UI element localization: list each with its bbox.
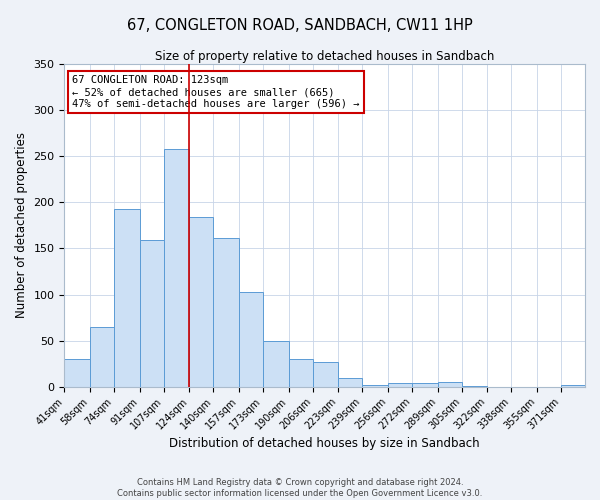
Text: 67, CONGLETON ROAD, SANDBACH, CW11 1HP: 67, CONGLETON ROAD, SANDBACH, CW11 1HP xyxy=(127,18,473,32)
Title: Size of property relative to detached houses in Sandbach: Size of property relative to detached ho… xyxy=(155,50,494,63)
Bar xyxy=(313,362,338,386)
Bar xyxy=(64,359,90,386)
Bar xyxy=(90,327,114,386)
Bar xyxy=(338,378,362,386)
Bar xyxy=(561,385,585,386)
Bar xyxy=(263,340,289,386)
Y-axis label: Number of detached properties: Number of detached properties xyxy=(15,132,28,318)
Bar xyxy=(289,359,313,386)
Bar xyxy=(362,385,388,386)
Bar xyxy=(437,382,461,386)
Bar xyxy=(114,209,140,386)
Bar xyxy=(388,383,412,386)
X-axis label: Distribution of detached houses by size in Sandbach: Distribution of detached houses by size … xyxy=(169,437,480,450)
Bar xyxy=(140,240,164,386)
Bar xyxy=(239,292,263,386)
Bar xyxy=(214,238,239,386)
Text: Contains HM Land Registry data © Crown copyright and database right 2024.
Contai: Contains HM Land Registry data © Crown c… xyxy=(118,478,482,498)
Bar xyxy=(164,149,189,386)
Text: 67 CONGLETON ROAD: 123sqm
← 52% of detached houses are smaller (665)
47% of semi: 67 CONGLETON ROAD: 123sqm ← 52% of detac… xyxy=(72,76,360,108)
Bar xyxy=(412,383,437,386)
Bar xyxy=(189,217,214,386)
